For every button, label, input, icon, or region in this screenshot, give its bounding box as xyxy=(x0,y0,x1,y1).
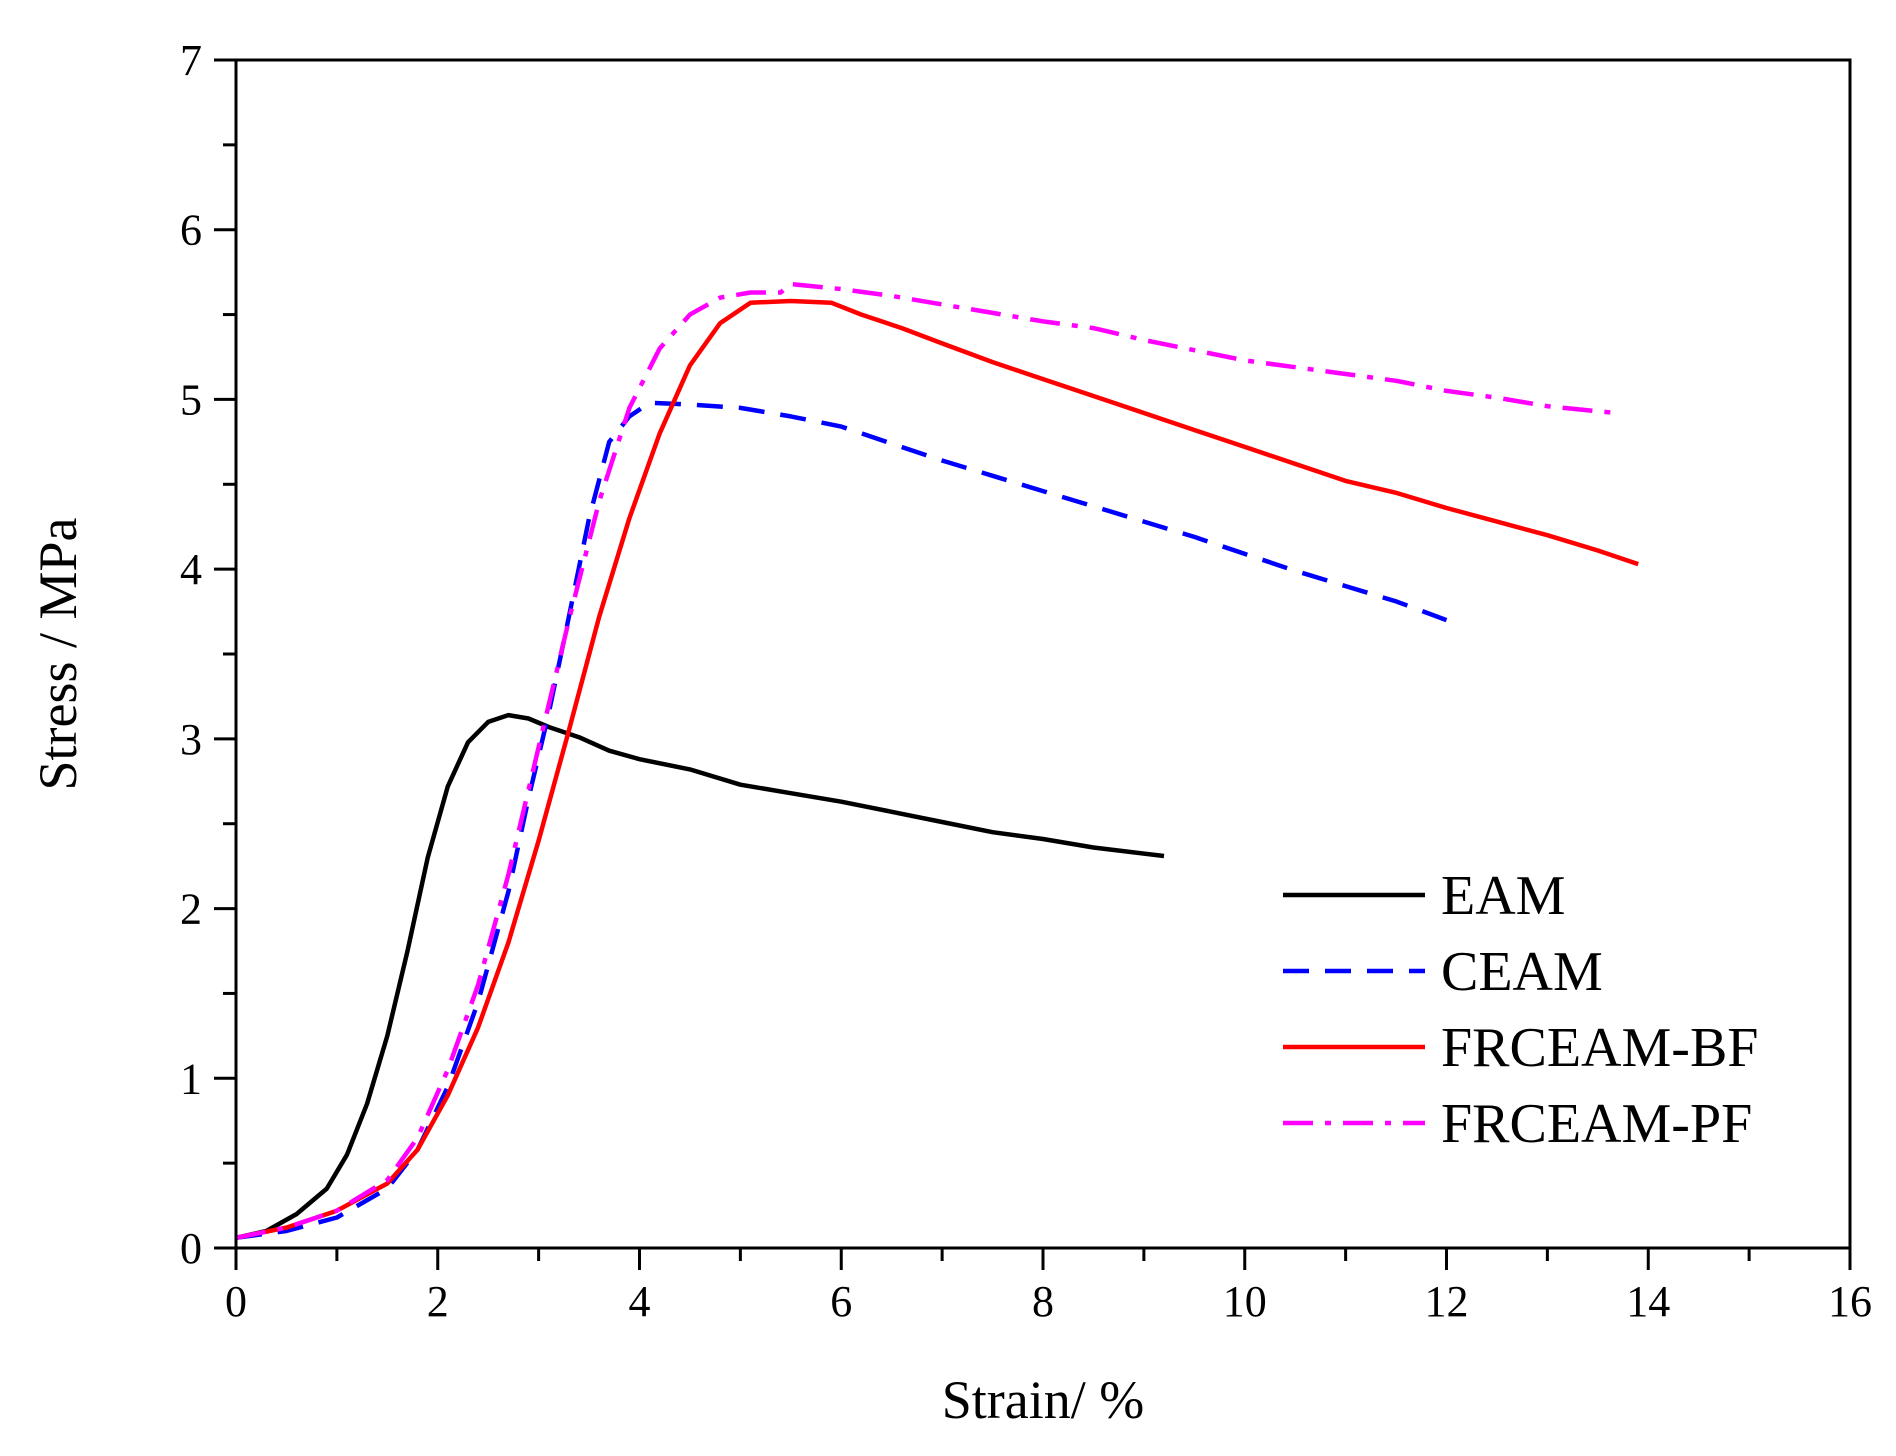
legend: EAM CEAM FRCEAM-BF FRCEAM-PF xyxy=(1283,865,1758,1155)
series-line-frceam-bf xyxy=(235,298,1639,1241)
y-tick-label: 6 xyxy=(180,206,202,255)
y-tick-label: 5 xyxy=(180,375,202,424)
x-tick-label: 12 xyxy=(1425,1277,1469,1326)
y-tick-label: 1 xyxy=(180,1054,202,1103)
series-line-eam xyxy=(235,712,1165,1240)
legend-label-frceam-pf: FRCEAM-PF xyxy=(1441,1093,1752,1155)
series-line-ceam xyxy=(235,400,1448,1241)
plot-lines xyxy=(235,281,1639,1241)
y-tick-label: 3 xyxy=(180,715,202,764)
x-tick-label: 2 xyxy=(427,1277,449,1326)
y-axis-title: Stress / MPa xyxy=(28,517,88,790)
x-tick-label: 16 xyxy=(1828,1277,1872,1326)
y-tick-label: 4 xyxy=(180,545,202,594)
legend-label-eam: EAM xyxy=(1441,865,1565,927)
y-tick-label: 0 xyxy=(180,1224,202,1273)
x-tick-label: 0 xyxy=(225,1277,247,1326)
x-tick-label: 14 xyxy=(1626,1277,1670,1326)
x-tick-label: 8 xyxy=(1032,1277,1054,1326)
x-tick-label: 6 xyxy=(830,1277,852,1326)
x-axis-title: Strain/ % xyxy=(942,1370,1144,1430)
x-tick-label: 10 xyxy=(1223,1277,1267,1326)
y-tick-label: 7 xyxy=(180,36,202,85)
y-tick-label: 2 xyxy=(180,885,202,934)
x-tick-label: 4 xyxy=(629,1277,651,1326)
legend-label-ceam: CEAM xyxy=(1441,941,1603,1003)
legend-label-frceam-bf: FRCEAM-BF xyxy=(1441,1017,1758,1079)
